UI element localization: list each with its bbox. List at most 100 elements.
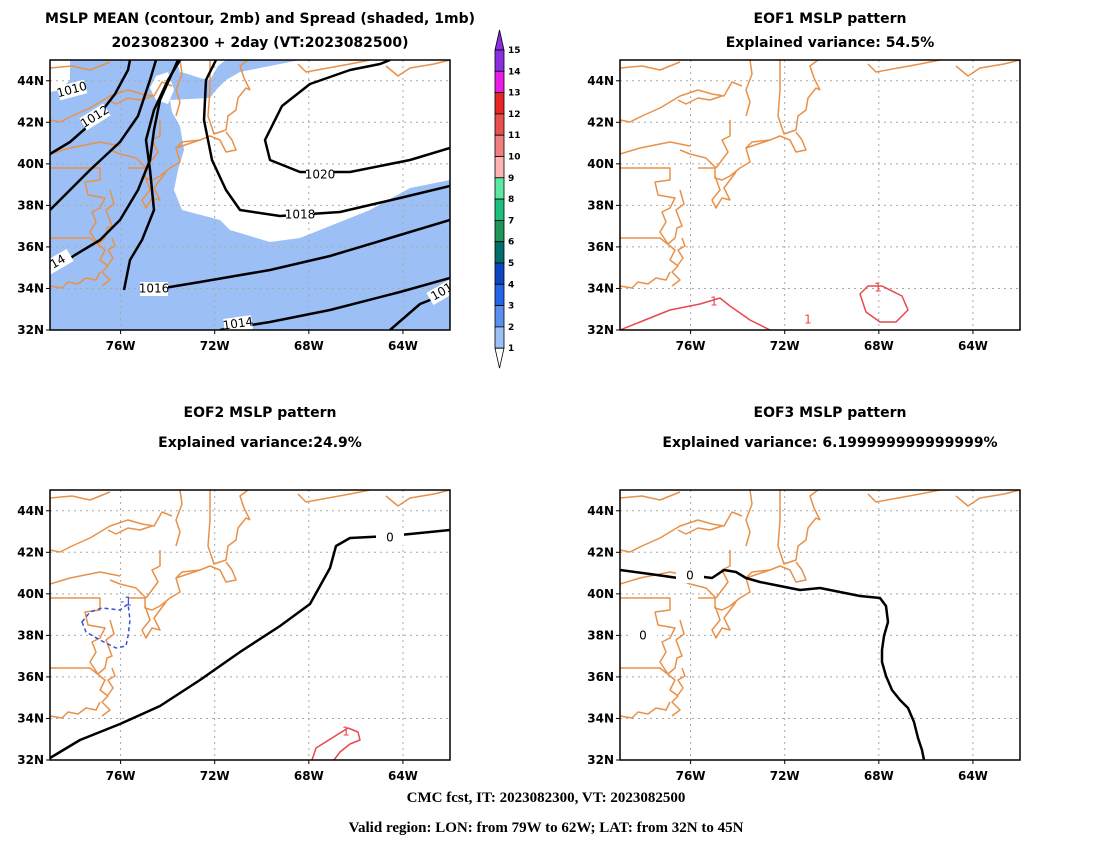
- coastline: [677, 667, 686, 696]
- colorbar-label: 8: [508, 195, 514, 205]
- coastline: [207, 60, 251, 135]
- coastline: [620, 237, 681, 287]
- y-tick-label: 44N: [17, 504, 44, 518]
- contour-label-bg: [79, 103, 111, 131]
- panel-frame: [619, 59, 1021, 331]
- panel2-subtitle: Explained variance: 54.5%: [726, 35, 935, 51]
- panel-plot-area: 1 1 1: [620, 60, 1020, 330]
- coastline: [50, 491, 111, 552]
- coastline: [107, 237, 116, 266]
- coastline: [745, 60, 753, 117]
- coastline: [385, 490, 450, 507]
- contour-line: [263, 60, 450, 174]
- x-tick-label: 68W: [294, 769, 324, 783]
- colorbar-label: 14: [508, 67, 521, 77]
- coastline: [711, 171, 737, 209]
- contour-label-bg: [286, 208, 314, 222]
- coastline: [175, 131, 237, 153]
- colorbar-segment: [494, 177, 505, 200]
- panel-plot-area: 0 -1 1: [50, 490, 450, 760]
- y-tick-label: 36N: [17, 670, 44, 684]
- colorbar-segment: [494, 262, 505, 285]
- x-tick-label: 76W: [676, 769, 706, 783]
- panel4-subtitle: Explained variance: 6.199999999999999%: [662, 435, 997, 451]
- colorbar-label: 12: [508, 110, 521, 120]
- coastline: [620, 141, 691, 155]
- coastline: [50, 597, 115, 675]
- coastline: [297, 490, 371, 503]
- contour-label: 1014: [222, 314, 254, 332]
- coastline: [50, 167, 115, 245]
- contour-label: 1018: [285, 208, 316, 222]
- coastline: [175, 60, 183, 117]
- y-tick-label: 40N: [17, 587, 44, 601]
- x-tick-label: 68W: [864, 339, 894, 353]
- contour-label: 1: [342, 725, 350, 739]
- coastline: [141, 601, 167, 639]
- panel-plot-area: 00: [620, 490, 1020, 760]
- spread-gap: [170, 60, 450, 242]
- footer-line1: CMC fcst, IT: 2023082300, VT: 2023082500: [407, 790, 686, 806]
- contour-line: [139, 218, 450, 294]
- panel2-title: EOF1 MSLP pattern: [754, 11, 907, 27]
- panel-frame: [49, 59, 451, 331]
- colorbar-label: 15: [508, 46, 521, 56]
- coastline: [711, 601, 737, 639]
- contour-label-bg: [223, 315, 253, 330]
- colorbar-label: 3: [508, 302, 514, 312]
- coastline: [715, 120, 731, 169]
- x-tick-label: 76W: [106, 769, 136, 783]
- colorbar-label: 10: [508, 153, 521, 163]
- contour-label: -1: [120, 595, 132, 609]
- map-layer: 00: [620, 490, 1020, 760]
- colorbar-segment: [494, 156, 505, 179]
- coastline: [698, 139, 771, 181]
- contour-line: [311, 727, 361, 760]
- coastline: [239, 60, 251, 91]
- colorbar-max-arrow: [494, 29, 505, 51]
- map-layer: 0 -1 1: [50, 490, 450, 760]
- colorbar-label: 7: [508, 216, 514, 226]
- y-tick-label: 34N: [587, 281, 614, 295]
- colorbar-min-arrow: [494, 347, 505, 369]
- panel3-subtitle: Explained variance:24.9%: [158, 435, 362, 451]
- coastline: [677, 95, 723, 105]
- coastline: [50, 667, 111, 717]
- coastline: [955, 490, 1020, 507]
- colorbar-segment: [494, 49, 505, 72]
- coastline: [867, 490, 941, 503]
- map-layer: 1 1 1: [620, 60, 1020, 330]
- contour-line: [122, 60, 182, 291]
- y-tick-label: 38N: [17, 198, 44, 212]
- x-tick-label: 72W: [770, 339, 800, 353]
- y-tick-label: 38N: [587, 628, 614, 642]
- contour-label: 1: [874, 281, 882, 295]
- coastline: [50, 81, 173, 123]
- coastline: [745, 490, 753, 547]
- x-tick-label: 76W: [676, 339, 706, 353]
- y-tick-label: 40N: [587, 587, 614, 601]
- y-tick-label: 34N: [17, 281, 44, 295]
- contour-line: [81, 603, 131, 649]
- coastline: [620, 271, 671, 289]
- coastline: [620, 167, 685, 245]
- contour-line: [50, 60, 180, 274]
- coastline: [128, 569, 201, 611]
- coastline: [107, 667, 116, 696]
- coastline: [50, 141, 121, 155]
- colorbar-segment: [494, 219, 505, 243]
- colorbar-segment: [494, 70, 505, 94]
- y-tick-label: 44N: [587, 504, 614, 518]
- coastline: [698, 569, 771, 611]
- contour-label: 0: [686, 569, 694, 583]
- coastline: [50, 237, 111, 287]
- contour-line: [219, 276, 450, 330]
- contour-label: 0: [639, 629, 647, 643]
- coastline: [955, 60, 1020, 77]
- contour-label: 1016: [139, 282, 170, 296]
- coastline: [207, 490, 251, 565]
- contour-line: [859, 285, 909, 323]
- colorbar-label: 4: [508, 280, 514, 290]
- colorbar-label: 2: [508, 323, 514, 333]
- y-tick-label: 42N: [17, 545, 44, 559]
